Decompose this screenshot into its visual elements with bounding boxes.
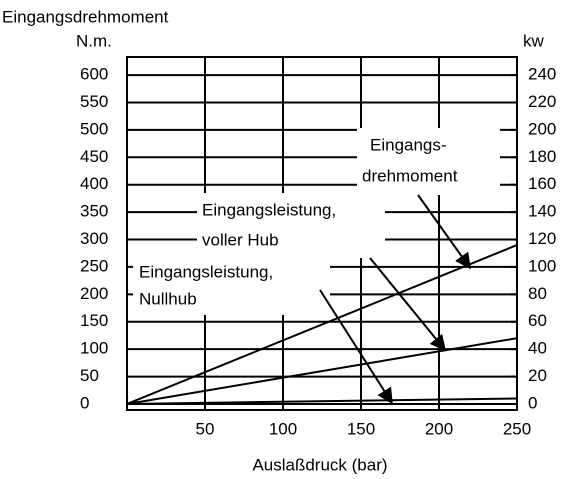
y2-tick-label: 160 bbox=[528, 174, 556, 193]
y2-tick-label: 200 bbox=[528, 119, 556, 138]
annotation: Eingangsleistung, bbox=[139, 262, 273, 281]
plot-frame bbox=[126, 56, 518, 411]
arrow bbox=[369, 257, 447, 352]
y-tick-label: 300 bbox=[80, 229, 108, 248]
y-tick-label: 550 bbox=[80, 92, 108, 111]
y2-tick-label: 220 bbox=[528, 92, 556, 111]
annotation-box bbox=[133, 258, 330, 315]
y2-tick-label: 120 bbox=[528, 229, 556, 248]
x-tick-label: 100 bbox=[269, 419, 297, 438]
y-tick-label: 150 bbox=[80, 311, 108, 330]
annotation: voller Hub bbox=[202, 230, 279, 249]
x-tick-label: 150 bbox=[347, 419, 375, 438]
data-line bbox=[126, 337, 518, 405]
y2-tick-label: 60 bbox=[528, 311, 547, 330]
y-unit: N.m. bbox=[76, 31, 112, 50]
y2-tick-label: 0 bbox=[528, 393, 537, 412]
annotation-box bbox=[197, 193, 385, 258]
x-tick-label: 50 bbox=[196, 419, 215, 438]
y-tick-label: 500 bbox=[80, 119, 108, 138]
x-axis-label: Auslaßdruck (bar) bbox=[252, 455, 387, 474]
y-tick-label: 400 bbox=[80, 174, 108, 193]
y-tick-label: 50 bbox=[80, 366, 99, 385]
annotation: Eingangsleistung, bbox=[202, 200, 336, 219]
y2-unit: kw bbox=[523, 31, 545, 50]
y-tick-label: 600 bbox=[80, 65, 108, 84]
data-line bbox=[126, 244, 518, 405]
arrow bbox=[417, 194, 471, 270]
y-tick-label: 0 bbox=[80, 393, 89, 412]
y-tick-label: 350 bbox=[80, 202, 108, 221]
y2-tick-label: 140 bbox=[528, 202, 556, 221]
y2-tick-label: 240 bbox=[528, 65, 556, 84]
data-line bbox=[126, 397, 518, 405]
arrow bbox=[319, 289, 393, 405]
y2-tick-label: 80 bbox=[528, 284, 547, 303]
y-tick-label: 250 bbox=[80, 256, 108, 275]
annotation-box bbox=[357, 128, 500, 195]
y2-tick-label: 20 bbox=[528, 366, 547, 385]
x-tick-label: 200 bbox=[425, 419, 453, 438]
annotation: Nullhub bbox=[139, 289, 197, 308]
y-axis-label: Eingangsdrehmoment bbox=[2, 7, 169, 26]
annotation: drehmoment bbox=[362, 166, 458, 185]
y2-tick-label: 180 bbox=[528, 147, 556, 166]
y-tick-label: 450 bbox=[80, 147, 108, 166]
y2-tick-label: 40 bbox=[528, 339, 547, 358]
x-tick-label: 250 bbox=[503, 419, 531, 438]
y-tick-label: 200 bbox=[80, 284, 108, 303]
y2-tick-label: 100 bbox=[528, 256, 556, 275]
y-tick-label: 100 bbox=[80, 339, 108, 358]
annotation: Eingangs- bbox=[370, 135, 447, 154]
